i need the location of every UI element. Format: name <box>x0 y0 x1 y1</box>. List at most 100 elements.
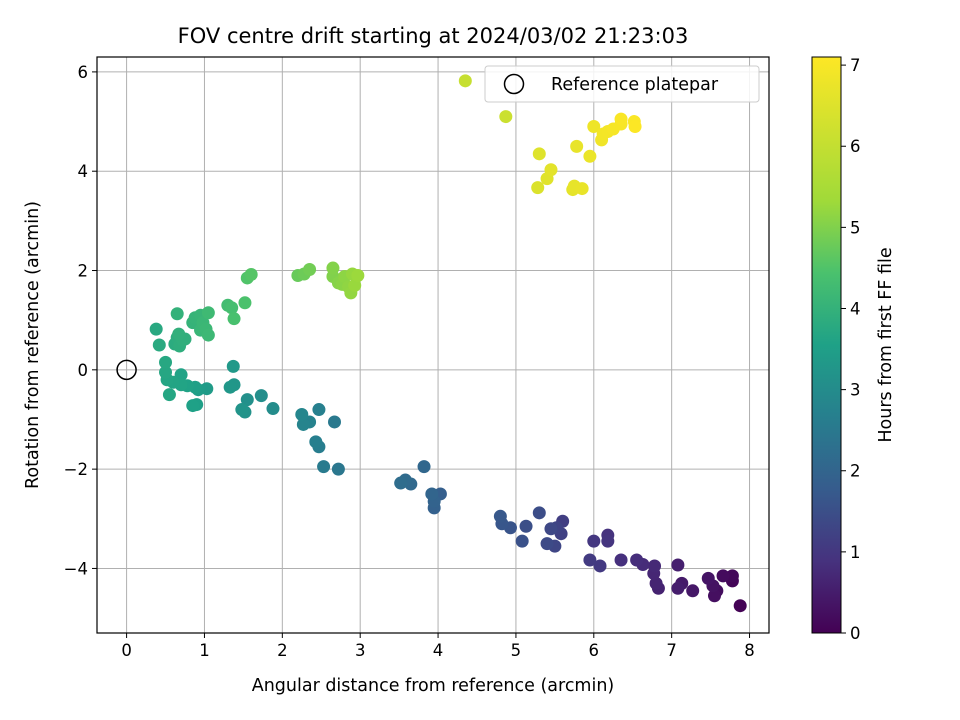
colorbar-tick-label: 7 <box>850 56 861 75</box>
data-point <box>587 534 601 548</box>
data-point <box>226 359 240 373</box>
data-point <box>532 506 546 520</box>
data-point <box>515 534 529 548</box>
data-point <box>686 584 700 598</box>
data-point <box>254 389 268 403</box>
data-point <box>587 120 601 134</box>
y-tick-label: −4 <box>64 559 88 578</box>
grid-lines <box>97 57 769 633</box>
data-point <box>170 307 184 321</box>
legend: Reference platepar <box>484 65 760 103</box>
data-point <box>394 476 408 490</box>
y-tick-label: −2 <box>64 460 88 479</box>
data-point <box>225 301 239 315</box>
data-point <box>570 139 584 153</box>
data-point <box>614 112 628 126</box>
data-point <box>317 460 331 474</box>
x-tick-label: 4 <box>433 641 444 660</box>
data-point <box>201 328 215 342</box>
data-point <box>348 278 362 292</box>
data-point <box>240 393 254 407</box>
y-tick-label: 2 <box>78 262 89 281</box>
data-point <box>716 569 730 583</box>
data-point <box>201 306 215 320</box>
reference-platepar-marker <box>116 359 137 381</box>
y-tick-label: 4 <box>78 162 89 181</box>
data-point <box>326 261 340 275</box>
x-tick-label: 5 <box>511 641 522 660</box>
data-point <box>331 462 345 476</box>
data-point <box>540 537 554 551</box>
data-point <box>159 365 173 379</box>
data-point <box>493 509 507 523</box>
data-point <box>544 163 558 177</box>
colorbar-axis: 0 1 2 3 4 5 6 7 <box>841 56 861 643</box>
data-points <box>149 74 747 613</box>
colorbar-label: Hours from first FF file <box>876 247 896 442</box>
data-point <box>519 519 533 533</box>
colorbar-tick-label: 2 <box>850 462 861 481</box>
data-point <box>583 553 597 567</box>
data-point <box>707 589 721 603</box>
data-point <box>499 110 513 124</box>
data-point <box>630 553 644 567</box>
colorbar-tick-label: 5 <box>850 218 861 237</box>
legend-box <box>484 65 760 103</box>
data-point <box>671 558 685 572</box>
data-point <box>531 181 545 195</box>
data-point <box>327 415 341 429</box>
data-point <box>351 268 365 282</box>
y-tick-label: 6 <box>78 63 89 82</box>
data-point <box>162 388 176 402</box>
data-point <box>458 74 472 88</box>
data-point <box>296 417 310 431</box>
x-tick-label: 6 <box>589 641 600 660</box>
x-tick-label: 7 <box>666 641 677 660</box>
data-point <box>312 403 326 417</box>
data-point <box>671 581 685 595</box>
x-tick-label: 1 <box>199 641 210 660</box>
data-point <box>238 296 252 310</box>
data-point <box>227 312 241 326</box>
x-tick-label: 2 <box>277 641 288 660</box>
x-axis: 0 1 2 3 4 5 6 7 8 <box>121 633 755 660</box>
data-point <box>628 120 642 134</box>
data-point <box>244 267 258 281</box>
data-point <box>235 403 249 417</box>
data-point <box>295 408 309 422</box>
data-point <box>309 435 323 449</box>
data-point <box>172 327 186 341</box>
data-point <box>649 576 663 590</box>
data-point <box>593 559 607 573</box>
data-point <box>733 599 747 613</box>
colorbar-tick-label: 4 <box>850 299 861 318</box>
y-tick-label: 0 <box>78 361 89 380</box>
data-point <box>266 402 280 416</box>
x-axis-label: Angular distance from reference (arcmin) <box>252 676 615 696</box>
data-point <box>425 487 439 501</box>
colorbar-tick-label: 0 <box>850 624 861 643</box>
x-tick-label: 0 <box>121 641 132 660</box>
legend-marker-reference <box>503 73 525 95</box>
data-point <box>532 147 546 161</box>
data-point <box>725 569 739 583</box>
data-point <box>614 553 628 567</box>
data-point <box>648 559 662 573</box>
y-axis-label: Rotation from reference (arcmin) <box>23 201 43 489</box>
data-point <box>303 263 317 277</box>
data-point <box>417 460 431 474</box>
colorbar-tick-label: 1 <box>850 543 861 562</box>
data-point <box>583 149 597 163</box>
x-tick-label: 8 <box>744 641 755 660</box>
colorbar-tick-label: 6 <box>850 137 861 156</box>
y-axis: −4 −2 0 2 4 6 <box>64 63 97 578</box>
data-point <box>601 534 615 548</box>
data-point <box>575 182 589 196</box>
legend-label-reference: Reference platepar <box>551 75 719 95</box>
data-point <box>186 399 200 413</box>
plot-frame <box>96 56 770 634</box>
data-point <box>149 322 163 336</box>
data-point <box>223 380 237 394</box>
chart-title: FOV centre drift starting at 2024/03/02 … <box>178 24 689 48</box>
